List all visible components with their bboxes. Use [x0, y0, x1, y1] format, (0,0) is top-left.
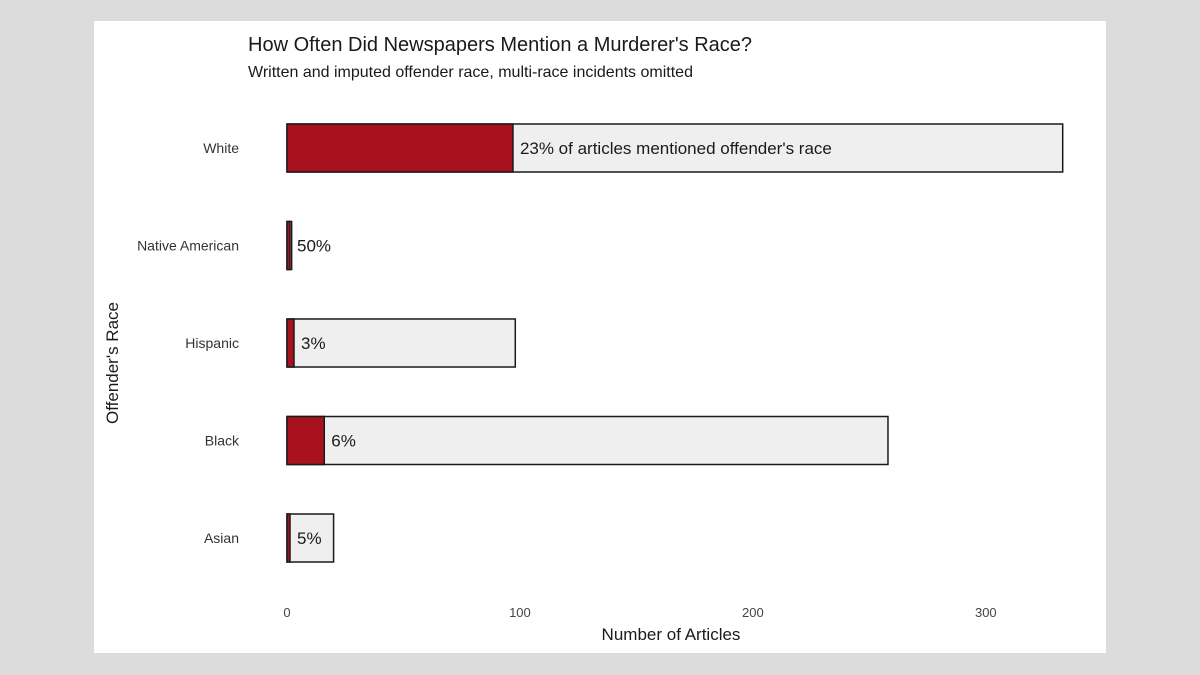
x-axis-title: Number of Articles	[602, 625, 741, 644]
x-tick-label-200: 200	[742, 605, 764, 620]
category-label-asian: Asian	[204, 530, 239, 546]
bar-mentioned-native-american	[286, 220, 291, 271]
x-tick-label-100: 100	[509, 605, 531, 620]
chart-title: How Often Did Newspapers Mention a Murde…	[248, 34, 752, 56]
bar-mentioned-white	[286, 123, 514, 173]
bars-layer: White 23% of articles mentioned offender'…	[137, 123, 1064, 563]
bar-chart: How Often Did Newspapers Mention a Murde…	[103, 34, 1064, 644]
data-label-black: 6%	[331, 432, 356, 451]
category-label-white: White	[203, 140, 239, 156]
chart-panel: How Often Did Newspapers Mention a Murde…	[94, 21, 1106, 653]
x-tick-label-300: 300	[975, 605, 997, 620]
bar-mentioned-black	[286, 415, 326, 466]
category-label-native-american: Native American	[137, 238, 239, 254]
chart-subtitle: Written and imputed offender race, multi…	[248, 64, 693, 81]
data-label-hispanic: 3%	[301, 334, 326, 353]
x-ticks-layer: 0 100 200 300	[283, 605, 996, 620]
data-label-asian: 5%	[297, 529, 322, 548]
data-label-native-american: 50%	[297, 237, 331, 256]
category-label-black: Black	[205, 433, 240, 449]
data-label-white: 23% of articles mentioned offender's rac…	[520, 139, 832, 158]
bar-total-black	[286, 415, 889, 466]
y-axis-title: Offender's Race	[103, 302, 122, 424]
x-tick-label-0: 0	[283, 605, 290, 620]
bar-mentioned-asian	[286, 513, 291, 563]
category-label-hispanic: Hispanic	[185, 335, 239, 351]
bar-mentioned-hispanic	[286, 318, 295, 368]
bar-total-hispanic	[286, 318, 517, 368]
